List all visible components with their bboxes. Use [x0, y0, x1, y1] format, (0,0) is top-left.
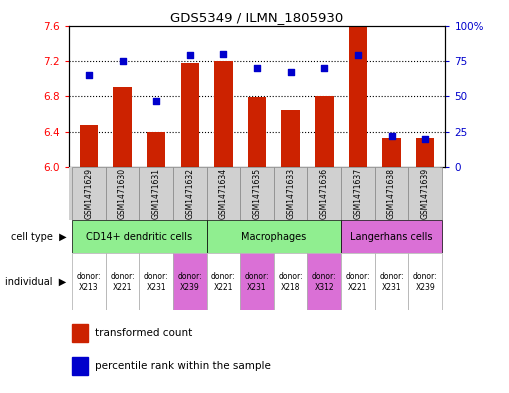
Text: percentile rank within the sample: percentile rank within the sample: [95, 361, 271, 371]
Text: GSM1471630: GSM1471630: [118, 168, 127, 219]
Text: donor:
X239: donor: X239: [178, 272, 202, 292]
Point: [421, 136, 429, 142]
Bar: [274, 253, 307, 310]
Bar: [408, 253, 442, 310]
Bar: [315, 96, 333, 167]
Bar: [114, 87, 132, 167]
Text: GSM1471634: GSM1471634: [219, 168, 228, 219]
Point: [85, 72, 93, 78]
Bar: [375, 253, 408, 310]
Text: GSM1471633: GSM1471633: [286, 168, 295, 219]
Point: [287, 69, 295, 75]
Bar: [307, 253, 341, 310]
Bar: [173, 167, 207, 220]
Point: [119, 58, 127, 64]
Text: donor:
X239: donor: X239: [413, 272, 438, 292]
Text: GSM1471632: GSM1471632: [185, 168, 194, 219]
Text: donor:
X213: donor: X213: [76, 272, 101, 292]
Text: donor:
X218: donor: X218: [278, 272, 303, 292]
Bar: [349, 26, 367, 167]
Text: CD14+ dendritic cells: CD14+ dendritic cells: [87, 232, 192, 242]
Text: donor:
X221: donor: X221: [211, 272, 236, 292]
Bar: [207, 220, 341, 253]
Text: donor:
X221: donor: X221: [346, 272, 370, 292]
Text: donor:
X231: donor: X231: [245, 272, 269, 292]
Bar: [72, 253, 106, 310]
Bar: [106, 253, 139, 310]
Text: GSM1471631: GSM1471631: [152, 168, 161, 219]
Bar: [341, 253, 375, 310]
Text: donor:
X221: donor: X221: [110, 272, 135, 292]
Bar: [207, 167, 240, 220]
Text: individual  ▶: individual ▶: [5, 277, 66, 287]
Text: donor:
X312: donor: X312: [312, 272, 336, 292]
Bar: [408, 167, 442, 220]
Bar: [274, 167, 307, 220]
Bar: [240, 253, 274, 310]
Bar: [240, 167, 274, 220]
Bar: [214, 61, 233, 167]
Bar: [181, 62, 199, 167]
Bar: [173, 253, 207, 310]
Text: GSM1471636: GSM1471636: [320, 168, 329, 219]
Bar: [207, 253, 240, 310]
Text: GSM1471635: GSM1471635: [252, 168, 262, 219]
Bar: [79, 125, 98, 167]
Text: transformed count: transformed count: [95, 328, 192, 338]
Bar: [72, 324, 88, 342]
Point: [152, 97, 160, 104]
Bar: [139, 167, 173, 220]
Bar: [72, 356, 88, 375]
Text: Macrophages: Macrophages: [241, 232, 306, 242]
Point: [253, 65, 261, 71]
Bar: [147, 132, 165, 167]
Text: GSM1471638: GSM1471638: [387, 168, 396, 219]
Bar: [106, 167, 139, 220]
Bar: [416, 138, 435, 167]
Text: Langerhans cells: Langerhans cells: [350, 232, 433, 242]
Bar: [248, 97, 266, 167]
Text: cell type  ▶: cell type ▶: [11, 232, 66, 242]
Bar: [139, 253, 173, 310]
Bar: [307, 167, 341, 220]
Bar: [341, 220, 442, 253]
Bar: [375, 167, 408, 220]
Bar: [72, 167, 106, 220]
Text: GSM1471629: GSM1471629: [84, 168, 93, 219]
Text: donor:
X231: donor: X231: [379, 272, 404, 292]
Text: donor:
X231: donor: X231: [144, 272, 168, 292]
Point: [320, 65, 328, 71]
Point: [219, 51, 228, 57]
Title: GDS5349 / ILMN_1805930: GDS5349 / ILMN_1805930: [171, 11, 344, 24]
Bar: [382, 138, 401, 167]
Point: [186, 52, 194, 59]
Text: GSM1471637: GSM1471637: [353, 168, 362, 219]
Bar: [341, 167, 375, 220]
Text: GSM1471639: GSM1471639: [421, 168, 430, 219]
Bar: [281, 110, 300, 167]
Point: [387, 133, 395, 139]
Bar: [72, 220, 207, 253]
Point: [354, 52, 362, 59]
